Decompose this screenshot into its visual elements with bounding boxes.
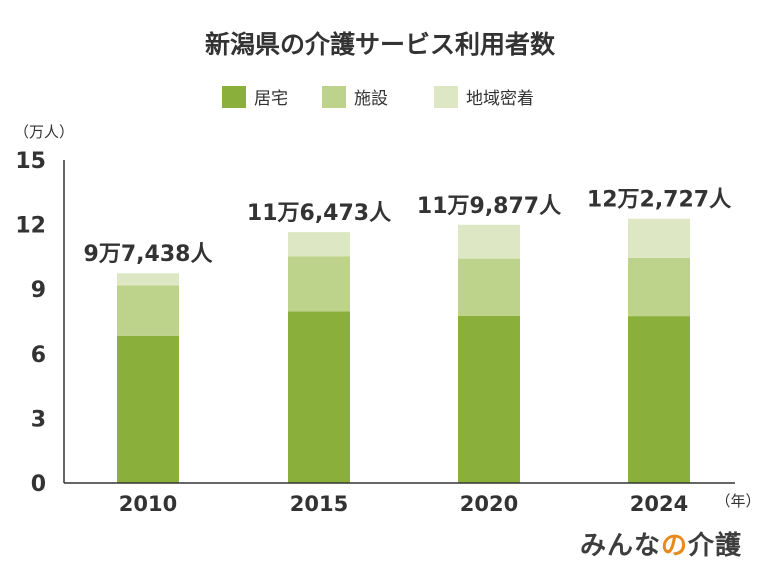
total-label: 11万6,473人 bbox=[247, 201, 391, 226]
y-tick-label: 15 bbox=[15, 149, 46, 174]
legend-label-1: 施設 bbox=[354, 89, 388, 109]
total-label: 12万2,727人 bbox=[587, 188, 731, 213]
bar-segment-2024-0 bbox=[628, 316, 690, 483]
y-tick-label: 3 bbox=[31, 407, 46, 432]
y-tick-label: 0 bbox=[31, 472, 46, 497]
bars bbox=[117, 218, 690, 483]
legend: 居宅 施設 地域密着 bbox=[222, 86, 534, 109]
y-axis-unit-label: （万人） bbox=[14, 123, 74, 141]
x-tick-label: 2010 bbox=[119, 492, 177, 516]
y-tick-label: 6 bbox=[31, 343, 46, 368]
bar-segment-2015-1 bbox=[288, 256, 350, 312]
bar-segment-2020-1 bbox=[458, 258, 520, 316]
y-axis-ticks: 0 3 6 9 12 15 bbox=[15, 149, 46, 497]
total-label: 11万9,877人 bbox=[417, 194, 561, 219]
legend-label-0: 居宅 bbox=[254, 89, 288, 109]
bar-segment-2010-1 bbox=[117, 285, 179, 336]
legend-swatch-2 bbox=[434, 86, 458, 108]
bar-segment-2024-1 bbox=[628, 257, 690, 317]
legend-swatch-1 bbox=[322, 86, 346, 108]
bar-segment-2015-2 bbox=[288, 232, 350, 257]
bar-segment-2020-2 bbox=[458, 224, 520, 259]
x-tick-label: 2024 bbox=[630, 492, 688, 516]
chart-title: 新潟県の介護サービス利用者数 bbox=[205, 30, 556, 59]
bar-segment-2010-2 bbox=[117, 273, 179, 286]
bar-segment-2024-2 bbox=[628, 218, 690, 258]
y-tick-label: 12 bbox=[15, 214, 46, 239]
bar-segment-2010-0 bbox=[117, 335, 179, 483]
y-tick-label: 9 bbox=[31, 278, 46, 303]
brand-logo: みんなの介護 bbox=[579, 531, 742, 561]
legend-label-2: 地域密着 bbox=[466, 89, 534, 109]
x-tick-label: 2015 bbox=[290, 492, 348, 516]
bar-segment-2015-0 bbox=[288, 311, 350, 483]
total-label: 9万7,438人 bbox=[84, 242, 213, 267]
bar-segment-2020-0 bbox=[458, 315, 520, 483]
x-axis-unit-label: （年） bbox=[715, 492, 760, 510]
legend-swatch-0 bbox=[222, 86, 246, 108]
x-tick-label: 2020 bbox=[460, 492, 518, 516]
total-labels: 9万7,438人 11万6,473人 11万9,877人 12万2,727人 bbox=[84, 188, 732, 267]
x-axis-labels: 2010 2015 2020 2024 bbox=[119, 492, 688, 516]
